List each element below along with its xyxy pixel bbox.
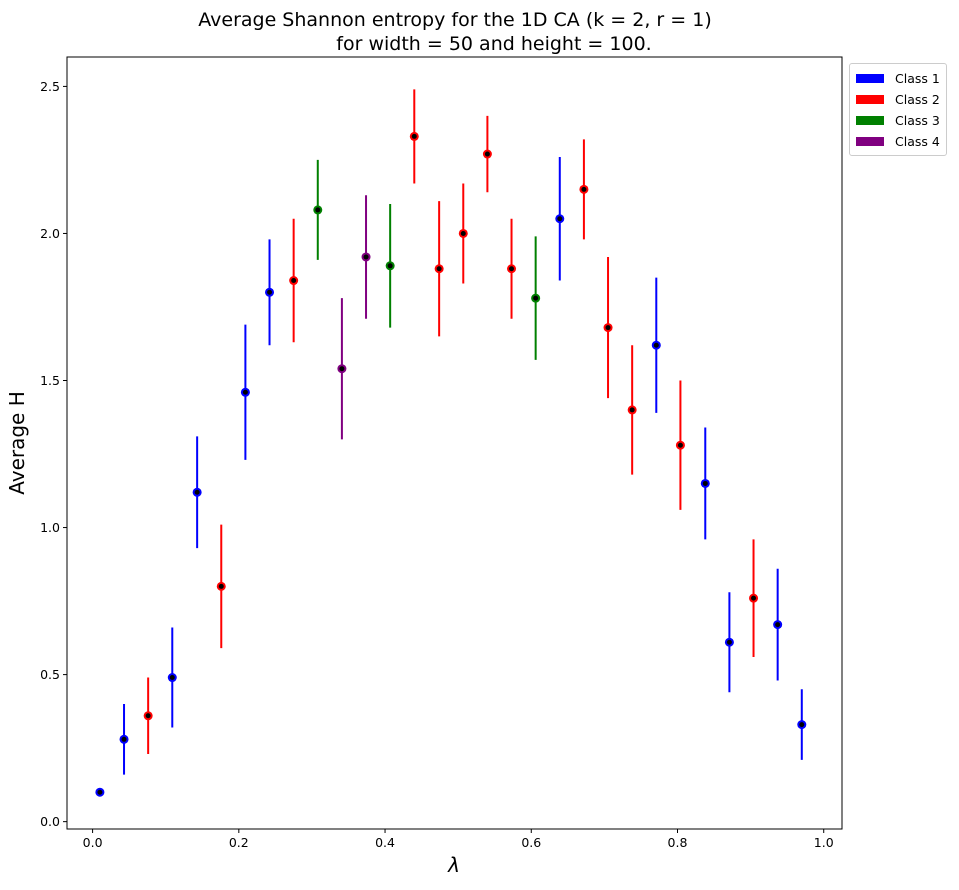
data-point-center <box>581 186 587 192</box>
legend-swatch <box>856 116 884 125</box>
legend-item-class-1: Class 1 <box>850 68 946 89</box>
legend-label: Class 3 <box>895 113 940 128</box>
data-point-center <box>702 480 708 486</box>
data-point-center <box>339 366 345 372</box>
data-point-center <box>775 622 781 628</box>
data-point-center <box>533 295 539 301</box>
data-point-center <box>387 263 393 269</box>
data-point-center <box>726 639 732 645</box>
y-tick-label: 1.5 <box>40 373 60 388</box>
data-point-center <box>484 151 490 157</box>
data-point-center <box>242 389 248 395</box>
data-point-center <box>509 266 515 272</box>
y-tick-label: 0.0 <box>40 814 60 829</box>
y-tick-label: 2.5 <box>40 79 60 94</box>
legend-label: Class 4 <box>895 134 940 149</box>
legend-swatch <box>856 74 884 83</box>
data-point-center <box>169 675 175 681</box>
data-point-center <box>436 266 442 272</box>
data-point-center <box>605 325 611 331</box>
data-point-center <box>799 722 805 728</box>
data-point-center <box>267 289 273 295</box>
data-point-center <box>291 278 297 284</box>
data-point-center <box>751 595 757 601</box>
legend-item-class-3: Class 3 <box>850 110 946 131</box>
y-tick-label: 0.5 <box>40 667 60 682</box>
data-point-center <box>121 736 127 742</box>
legend-swatch <box>856 95 884 104</box>
y-tick-label: 1.0 <box>40 520 60 535</box>
data-point-center <box>97 789 103 795</box>
x-tick-label: 0.0 <box>83 835 103 850</box>
data-point-center <box>363 254 369 260</box>
y-axis-label: Average H <box>5 391 29 495</box>
x-tick-label: 0.8 <box>668 835 688 850</box>
data-point-center <box>218 583 224 589</box>
x-axis: 0.0 0.2 0.4 0.6 0.8 1.0 <box>83 829 834 850</box>
data-marks <box>95 89 807 797</box>
data-point-center <box>653 342 659 348</box>
chart-title-line-1: Average Shannon entropy for the 1D CA (k… <box>198 9 711 31</box>
legend-label: Class 1 <box>895 71 940 86</box>
x-tick-label: 1.0 <box>814 835 834 850</box>
y-tick-label: 2.0 <box>40 226 60 241</box>
data-point-center <box>145 713 151 719</box>
data-point-center <box>194 489 200 495</box>
legend-label: Class 2 <box>895 92 940 107</box>
x-tick-label: 0.2 <box>229 835 249 850</box>
chart-title-line-2: for width = 50 and height = 100. <box>336 33 651 55</box>
data-point-center <box>460 230 466 236</box>
plot-area <box>66 56 843 830</box>
x-tick-label: 0.4 <box>375 835 395 850</box>
x-tick-label: 0.6 <box>521 835 541 850</box>
data-point-center <box>629 407 635 413</box>
data-point-center <box>677 442 683 448</box>
data-point-center <box>557 216 563 222</box>
data-point-center <box>315 207 321 213</box>
y-axis: 0.0 0.5 1.0 1.5 2.0 2.5 <box>40 79 67 829</box>
legend-item-class-2: Class 2 <box>850 89 946 110</box>
legend-swatch <box>856 137 884 146</box>
legend-item-class-4: Class 4 <box>850 131 946 152</box>
legend: Class 1 Class 2 Class 3 Class 4 <box>849 63 947 156</box>
data-point-center <box>411 133 417 139</box>
x-axis-label: λ <box>447 853 460 877</box>
